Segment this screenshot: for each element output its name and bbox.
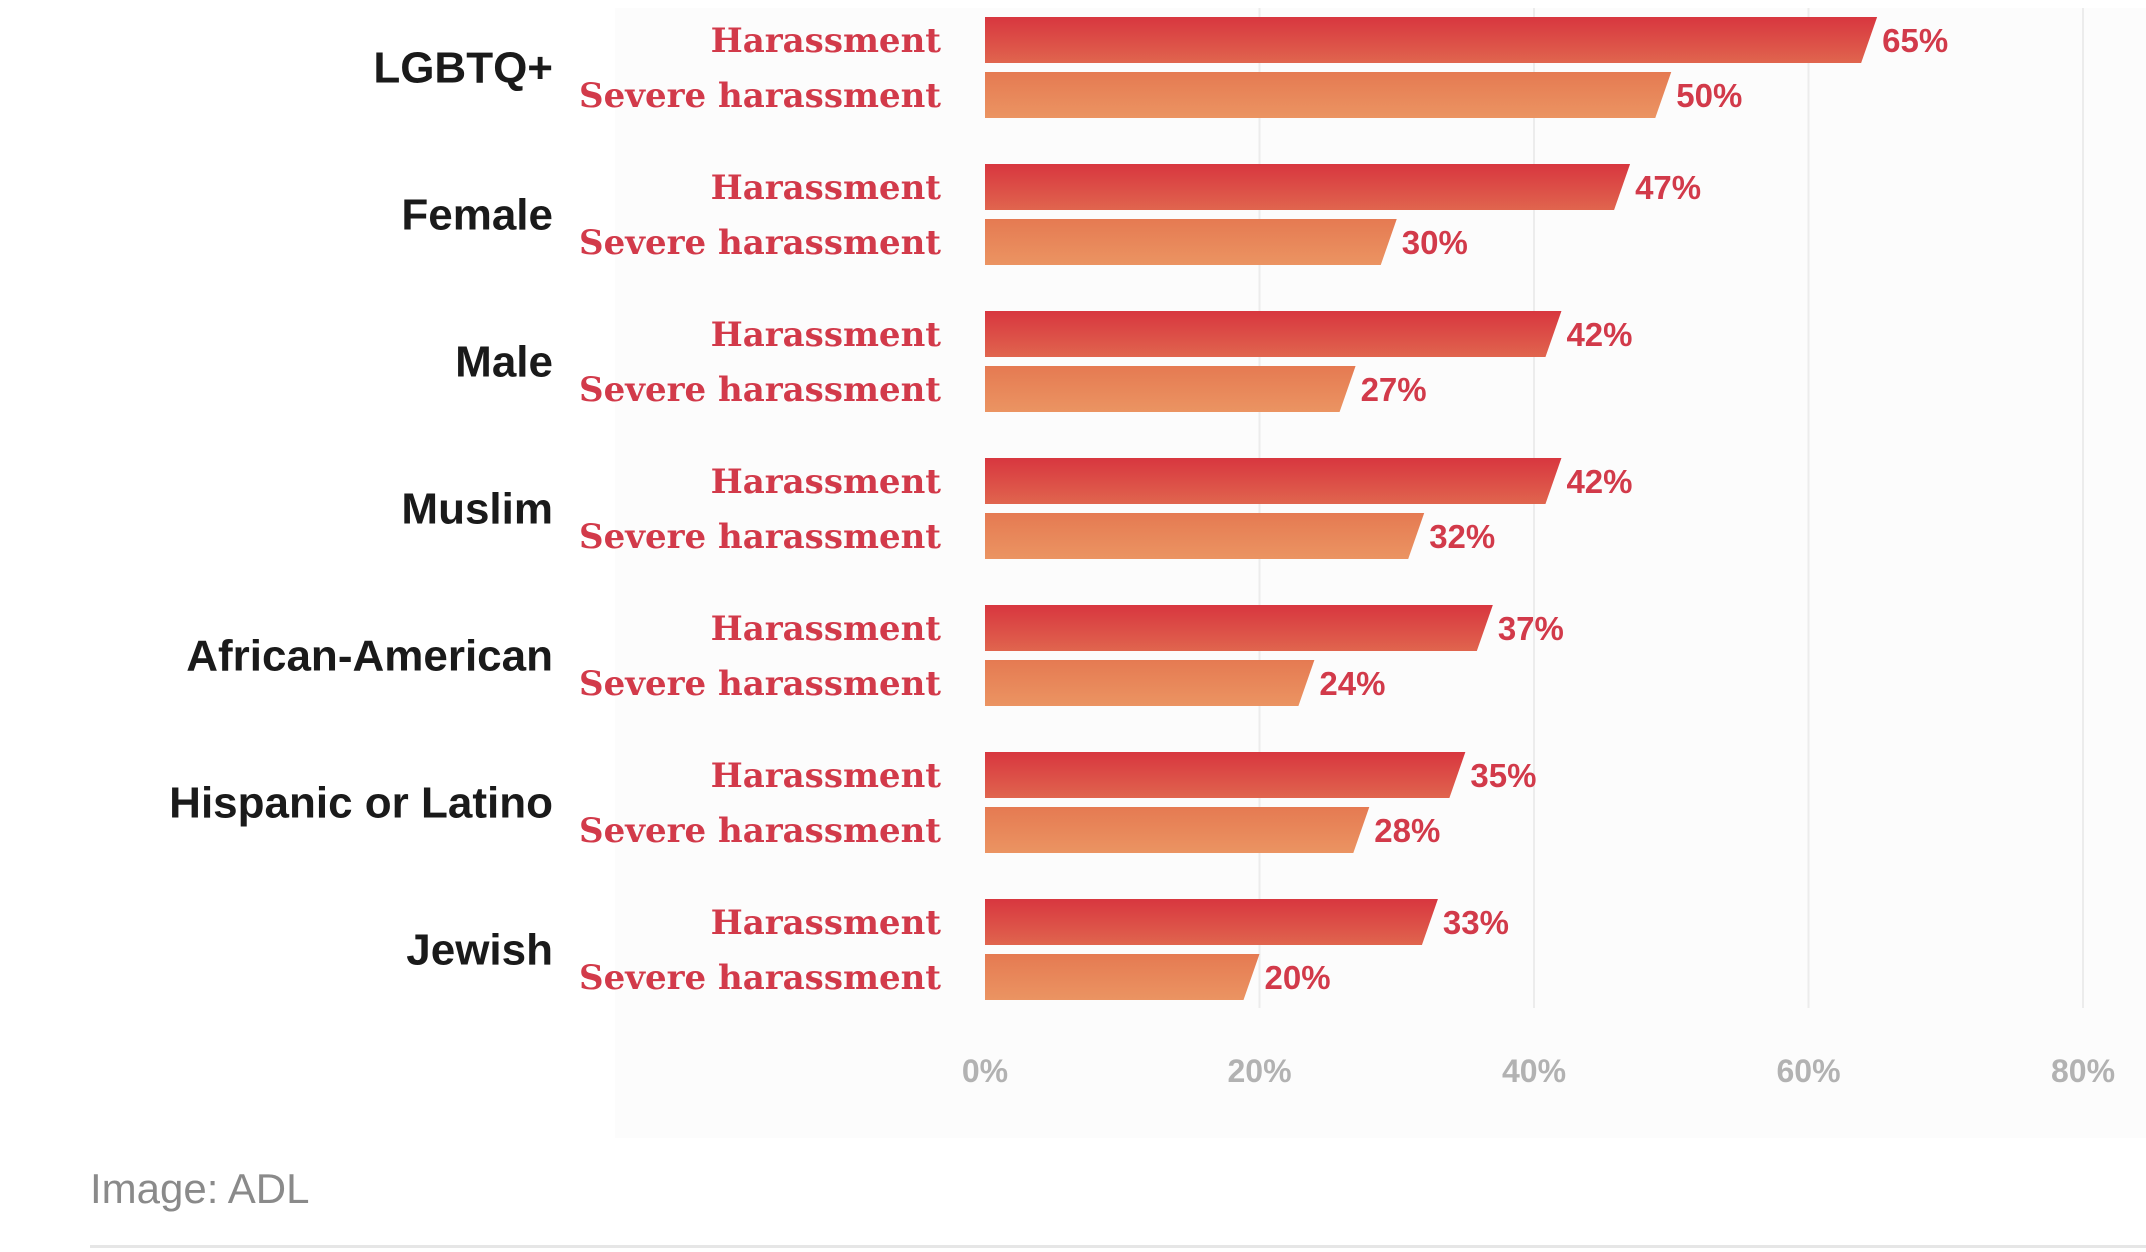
series-label: Harassment: [711, 462, 942, 502]
divider: [90, 1245, 2146, 1248]
group-label: Hispanic or Latino: [169, 779, 553, 828]
x-tick-label: 80%: [2051, 1053, 2115, 1089]
bar-severe-harassment: [985, 72, 1672, 118]
series-label: Severe harassment: [579, 664, 941, 704]
series-label: Harassment: [711, 315, 942, 355]
value-label: 20%: [1265, 959, 1331, 996]
group-label: Jewish: [406, 926, 553, 975]
value-label: 27%: [1361, 371, 1427, 408]
value-label: 35%: [1470, 757, 1536, 794]
bar-harassment: [985, 164, 1631, 210]
bar-harassment: [985, 311, 1562, 357]
bar-severe-harassment: [985, 513, 1425, 559]
series-label: Severe harassment: [579, 76, 941, 116]
group-label: Muslim: [401, 485, 553, 534]
value-label: 24%: [1319, 665, 1385, 702]
bar-severe-harassment: [985, 954, 1260, 1000]
series-label: Harassment: [711, 21, 942, 61]
bar-harassment: [985, 752, 1466, 798]
series-label: Harassment: [711, 609, 942, 649]
bar-harassment: [985, 17, 1878, 63]
value-label: 32%: [1429, 518, 1495, 555]
bar-harassment: [985, 605, 1493, 651]
series-label: Severe harassment: [579, 223, 941, 263]
group-label: LGBTQ+: [373, 44, 553, 93]
image-credit: Image: ADL: [90, 1165, 310, 1212]
series-label: Harassment: [711, 756, 942, 796]
series-label: Severe harassment: [579, 517, 941, 557]
chart-svg: LGBTQ+ Harassment 65% Severe harassment 50% F…: [169, 8, 2116, 1089]
bar-severe-harassment: [985, 219, 1397, 265]
x-tick-label: 60%: [1776, 1053, 1840, 1089]
bar-severe-harassment: [985, 807, 1370, 853]
series-label: Severe harassment: [579, 958, 941, 998]
bar-severe-harassment: [985, 366, 1356, 412]
value-label: 33%: [1443, 904, 1509, 941]
chart: LGBTQ+ Harassment 65% Severe harassment 50% F…: [169, 8, 2116, 1089]
value-label: 28%: [1374, 812, 1440, 849]
value-label: 42%: [1566, 316, 1632, 353]
group-label: African-American: [186, 632, 553, 681]
series-label: Harassment: [711, 903, 942, 943]
series-label: Severe harassment: [579, 370, 941, 410]
bar-harassment: [985, 899, 1438, 945]
value-label: 65%: [1882, 22, 1948, 59]
x-tick-label: 40%: [1502, 1053, 1566, 1089]
bar-severe-harassment: [985, 660, 1315, 706]
series-label: Severe harassment: [579, 811, 941, 851]
x-tick-label: 20%: [1227, 1053, 1291, 1089]
value-label: 50%: [1676, 77, 1742, 114]
value-label: 37%: [1498, 610, 1564, 647]
x-tick-label: 0%: [962, 1053, 1008, 1089]
series-label: Harassment: [711, 168, 942, 208]
value-label: 47%: [1635, 169, 1701, 206]
group-label: Male: [455, 338, 553, 387]
value-label: 42%: [1566, 463, 1632, 500]
value-label: 30%: [1402, 224, 1468, 261]
group-label: Female: [401, 191, 553, 240]
bar-harassment: [985, 458, 1562, 504]
